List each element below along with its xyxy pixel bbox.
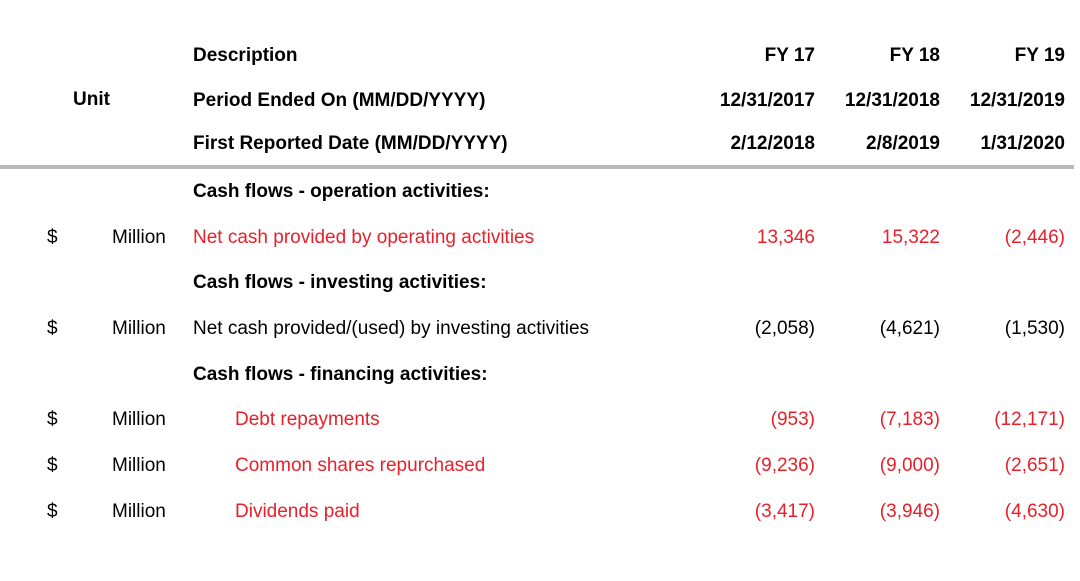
- currency-symbol: $: [47, 318, 58, 339]
- fy19-period-end: 12/31/2019: [969, 90, 1065, 111]
- fy19-value: (2,651): [1004, 455, 1065, 476]
- header-divider: [0, 165, 1074, 169]
- fy18-value: (4,621): [879, 318, 940, 339]
- fy18-value: 15,322: [881, 227, 940, 248]
- fy17-value: (9,236): [754, 455, 815, 476]
- fy17-value: (3,417): [754, 501, 815, 522]
- row-label: Net cash provided/(used) by investing ac…: [193, 318, 590, 339]
- fy19-reported-date: 1/31/2020: [980, 133, 1065, 154]
- fy17-period-end: 12/31/2017: [719, 90, 815, 111]
- section-financing-title: Cash flows - financing activities:: [193, 364, 488, 385]
- row-label: Dividends paid: [235, 501, 360, 522]
- fy17-value: (953): [770, 409, 815, 430]
- fy17-header: FY 17: [764, 45, 815, 66]
- first-reported-header: First Reported Date (MM/DD/YYYY): [193, 133, 508, 154]
- currency-symbol: $: [47, 455, 58, 476]
- row-label: Net cash provided by operating activitie…: [193, 227, 535, 248]
- fy19-value: (12,171): [994, 409, 1065, 430]
- fy17-value: (2,058): [754, 318, 815, 339]
- fy19-header: FY 19: [1014, 45, 1065, 66]
- fy18-value: (3,946): [879, 501, 940, 522]
- fy19-value: (2,446): [1004, 227, 1065, 248]
- section-investing-title: Cash flows - investing activities:: [193, 272, 487, 293]
- currency-symbol: $: [47, 409, 58, 430]
- description-header: Description: [193, 45, 298, 66]
- fy18-value: (9,000): [879, 455, 940, 476]
- unit-label: Million: [112, 501, 166, 522]
- unit-label: Million: [112, 318, 166, 339]
- unit-label: Million: [112, 227, 166, 248]
- fy18-period-end: 12/31/2018: [844, 90, 940, 111]
- period-ended-header: Period Ended On (MM/DD/YYYY): [193, 90, 486, 111]
- row-label: Debt repayments: [235, 409, 380, 430]
- fy18-value: (7,183): [879, 409, 940, 430]
- unit-label: Million: [112, 455, 166, 476]
- currency-symbol: $: [47, 501, 58, 522]
- unit-header: Unit: [73, 89, 110, 110]
- fy18-header: FY 18: [889, 45, 940, 66]
- currency-symbol: $: [47, 227, 58, 248]
- fy19-value: (1,530): [1004, 318, 1065, 339]
- fy18-reported-date: 2/8/2019: [866, 133, 940, 154]
- fy17-reported-date: 2/12/2018: [730, 133, 815, 154]
- row-label: Common shares repurchased: [235, 455, 486, 476]
- fy19-value: (4,630): [1004, 501, 1065, 522]
- fy17-value: 13,346: [756, 227, 815, 248]
- section-operating-title: Cash flows - operation activities:: [193, 181, 490, 202]
- unit-label: Million: [112, 409, 166, 430]
